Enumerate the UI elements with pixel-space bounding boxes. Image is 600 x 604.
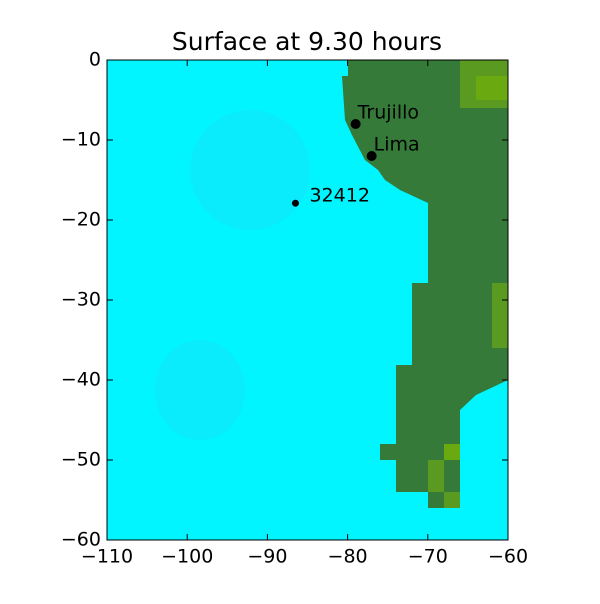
y-tick-label: −40 <box>61 369 101 391</box>
y-tick-label: −10 <box>61 129 101 151</box>
y-tick-label: −50 <box>61 449 101 471</box>
x-tick-label: −60 <box>488 546 528 568</box>
location-label: 32412 <box>309 185 369 207</box>
ocean-shade <box>155 340 245 440</box>
location-label: Lima <box>374 134 420 156</box>
location-marker <box>366 151 377 161</box>
location-label: Trujillo <box>357 102 419 124</box>
y-tick-label: −30 <box>61 289 101 311</box>
land-highland <box>444 492 460 508</box>
land-highland <box>444 444 460 460</box>
x-tick-label: −70 <box>408 546 448 568</box>
chart-title: Surface at 9.30 hours <box>172 27 442 56</box>
land-highland <box>428 460 444 492</box>
land <box>342 60 508 508</box>
y-tick-label: −20 <box>61 209 101 231</box>
y-tick-label: 0 <box>89 49 101 71</box>
x-tick-label: −110 <box>81 546 133 568</box>
x-tick-label: −80 <box>328 546 368 568</box>
land-highland <box>492 283 508 348</box>
land-highland <box>476 76 508 100</box>
location-marker <box>291 199 299 207</box>
x-tick-label: −90 <box>247 546 287 568</box>
ocean-shade <box>190 110 310 230</box>
y-tick-label: −60 <box>61 529 101 551</box>
location-marker <box>350 119 361 129</box>
x-tick-label: −100 <box>161 546 213 568</box>
